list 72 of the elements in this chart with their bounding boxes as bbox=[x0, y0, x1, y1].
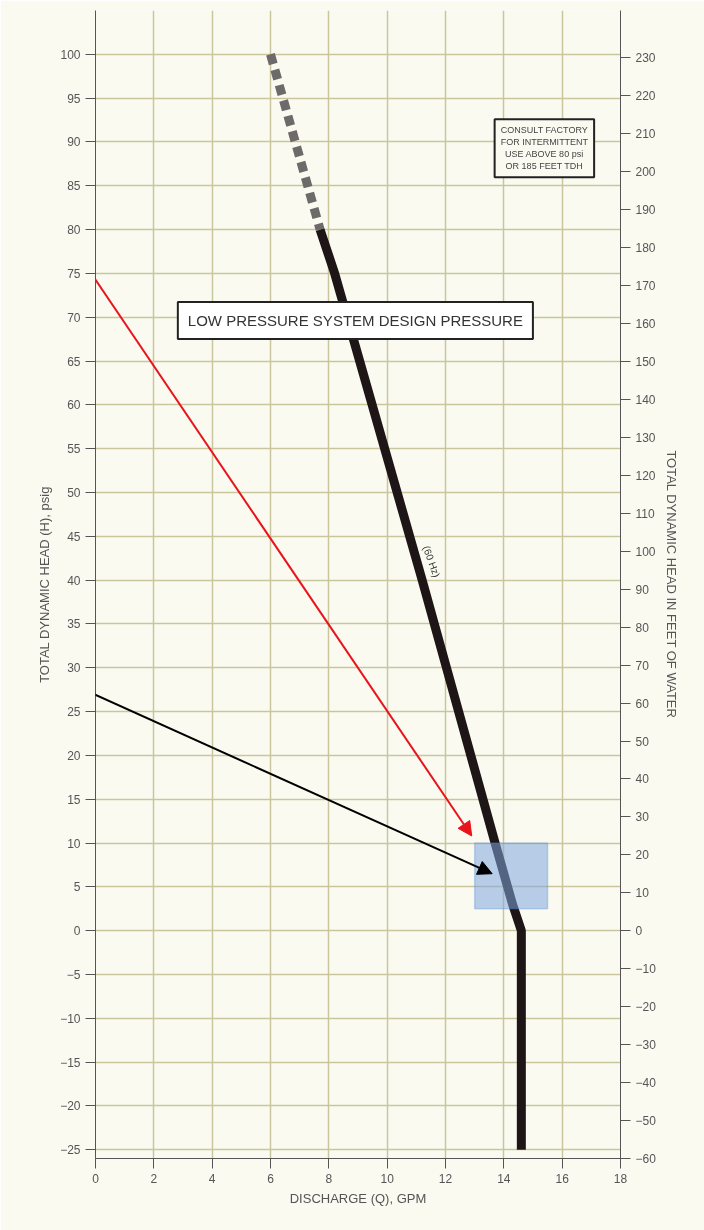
x-tick-label: 0 bbox=[92, 1171, 100, 1186]
y-tick-label: 65 bbox=[67, 354, 81, 369]
y-tick-label: 100 bbox=[60, 47, 81, 62]
y-tick-label: 25 bbox=[67, 705, 81, 720]
y2-tick-label: −40 bbox=[635, 1076, 657, 1091]
x-tick-label: 4 bbox=[208, 1171, 216, 1186]
y-tick-label: 80 bbox=[67, 223, 81, 238]
y2-tick-label: 170 bbox=[635, 279, 656, 294]
y-tick-label: 85 bbox=[67, 179, 81, 194]
x-tick-label: 18 bbox=[613, 1171, 628, 1186]
y-tick-label: 75 bbox=[67, 266, 81, 281]
x-tick-label: 2 bbox=[150, 1171, 158, 1186]
y-tick-label: −5 bbox=[66, 967, 81, 982]
y2-axis-title: TOTAL DYNAMIC HEAD IN FEET OF WATER bbox=[663, 450, 679, 718]
y2-tick-label: 200 bbox=[635, 165, 656, 180]
y-tick-label: 15 bbox=[67, 792, 81, 807]
x-tick-label: 8 bbox=[325, 1171, 333, 1186]
y-tick-label: 5 bbox=[73, 880, 81, 895]
x-tick-label: 14 bbox=[497, 1171, 511, 1186]
y-tick-label: 50 bbox=[67, 485, 81, 500]
y-tick-label: −10 bbox=[60, 1011, 81, 1026]
y2-tick-label: 70 bbox=[635, 658, 650, 673]
y2-tick-label: 20 bbox=[635, 848, 650, 863]
y-axis-title: TOTAL DYNAMIC HEAD (H), psig bbox=[37, 486, 53, 683]
y2-tick-label: 80 bbox=[635, 620, 650, 635]
y-tick-label: −20 bbox=[60, 1099, 81, 1114]
y2-tick-label: 150 bbox=[635, 355, 656, 370]
annotation: LOW PRESSURE SYSTEM DESIGN PRESSURE bbox=[187, 311, 523, 329]
y-tick-label: 45 bbox=[67, 529, 81, 544]
y2-tick-label: 100 bbox=[635, 544, 656, 559]
y-tick-label: 0 bbox=[73, 924, 81, 939]
y2-tick-label: 220 bbox=[635, 89, 656, 104]
y2-tick-label: 130 bbox=[635, 430, 656, 445]
y2-tick-label: 190 bbox=[635, 203, 656, 218]
y-tick-label: 10 bbox=[67, 836, 81, 851]
y-tick-label: −25 bbox=[60, 1143, 81, 1158]
y2-tick-label: 110 bbox=[635, 506, 655, 521]
x-tick-label: 16 bbox=[555, 1171, 570, 1186]
x-tick-label: 6 bbox=[267, 1171, 275, 1186]
y2-tick-label: −50 bbox=[635, 1114, 657, 1129]
y2-tick-label: −60 bbox=[635, 1152, 657, 1166]
y2-tick-label: 90 bbox=[635, 582, 650, 597]
y2-tick-label: 30 bbox=[635, 810, 650, 825]
y2-tick-label: −10 bbox=[635, 962, 657, 977]
y2-tick-label: 40 bbox=[635, 772, 650, 787]
x-axis-title: DISCHARGE (Q), GPM bbox=[289, 1190, 427, 1206]
y-tick-label: 95 bbox=[67, 91, 81, 106]
y-tick-label: 70 bbox=[67, 310, 81, 325]
annotation: CONSULT FACTORY FOR INTERMITTENT USE ABOVE 80 psi OR 185 FEET TDH bbox=[500, 125, 589, 172]
y2-tick-label: −20 bbox=[635, 1000, 657, 1015]
y2-tick-label: 210 bbox=[635, 127, 656, 142]
y2-tick-label: 140 bbox=[635, 392, 656, 407]
y-tick-label: 20 bbox=[67, 748, 81, 763]
y-tick-label: 60 bbox=[67, 398, 81, 413]
y2-tick-label: 0 bbox=[635, 924, 643, 939]
y2-tick-label: 10 bbox=[635, 886, 650, 901]
y-tick-label: 90 bbox=[67, 135, 81, 150]
y-tick-label: −15 bbox=[60, 1055, 81, 1070]
y2-tick-label: 60 bbox=[635, 696, 650, 711]
y2-tick-label: 120 bbox=[635, 468, 656, 483]
y-tick-label: 35 bbox=[67, 617, 81, 632]
y-tick-label: 55 bbox=[67, 442, 81, 457]
y-tick-label: 40 bbox=[67, 573, 81, 588]
y2-tick-label: 50 bbox=[635, 734, 650, 749]
y-tick-label: 30 bbox=[67, 661, 81, 676]
x-tick-label: 10 bbox=[380, 1171, 395, 1186]
y2-tick-label: −30 bbox=[635, 1038, 657, 1053]
annotation: (60 Hz) bbox=[420, 544, 443, 579]
y2-tick-label: 230 bbox=[635, 51, 656, 66]
x-tick-label: 12 bbox=[438, 1171, 453, 1186]
y2-tick-label: 180 bbox=[635, 241, 656, 256]
y2-tick-label: 160 bbox=[635, 317, 656, 332]
